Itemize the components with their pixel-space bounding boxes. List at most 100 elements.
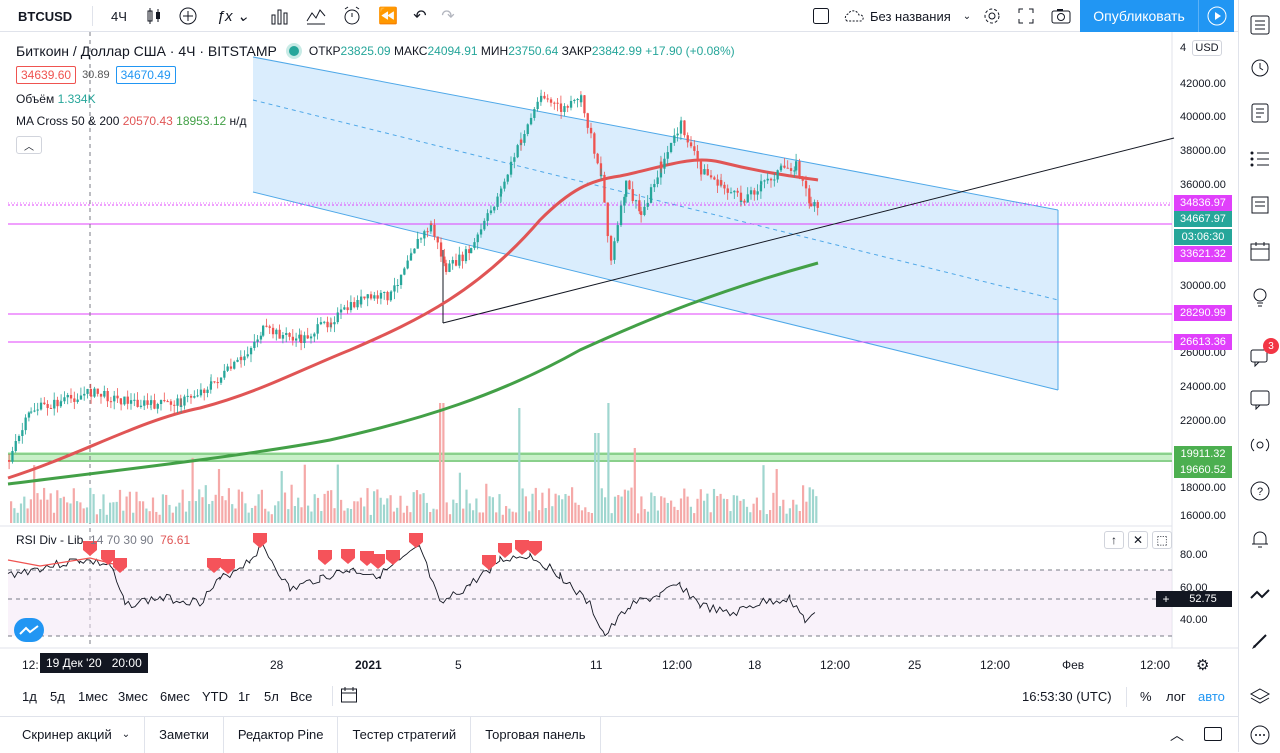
chevron-up-icon: ︿	[24, 141, 34, 153]
help-question-icon[interactable]: ?	[1247, 478, 1273, 504]
interval-button[interactable]: 4Ч	[111, 8, 127, 24]
pencil-drawing-icon[interactable]	[1247, 628, 1273, 654]
notifications-bell-icon[interactable]	[1247, 526, 1273, 552]
range-button[interactable]: 5д	[50, 689, 65, 704]
trend-chart-icon[interactable]	[1247, 582, 1273, 608]
watchlist-icon[interactable]	[1247, 12, 1273, 38]
undo-icon[interactable]: ↶	[413, 8, 427, 25]
range-button[interactable]: 1г	[238, 689, 250, 704]
support-zone	[8, 452, 1172, 462]
volume-bar	[439, 403, 442, 523]
streams-broadcast-icon[interactable]	[1247, 432, 1273, 458]
candle-body	[693, 146, 696, 151]
candle-body	[746, 194, 749, 203]
candle-body	[451, 260, 454, 264]
volume-legend[interactable]: Объём 1.334K	[16, 88, 735, 110]
volume-bar	[577, 504, 580, 523]
tab-notes[interactable]: Заметки	[145, 716, 224, 753]
candle-body	[336, 312, 339, 323]
chevron-up-icon[interactable]: ︿	[1170, 727, 1184, 743]
collapse-legend-button[interactable]: ︿	[16, 136, 42, 154]
rsi-legend[interactable]: RSI Div - Lib 14 70 30 90 76.61	[16, 533, 190, 547]
fullscreen-icon[interactable]	[1012, 0, 1040, 32]
layers-icon[interactable]	[1247, 684, 1273, 710]
tab-pine-editor[interactable]: Редактор Pine	[224, 716, 339, 753]
chat-icon[interactable]: 3	[1247, 338, 1279, 370]
candle-body	[443, 256, 446, 264]
hotlist-icon[interactable]	[1247, 146, 1273, 172]
ma-legend[interactable]: MA Cross 50 & 200 20570.43 18953.12 н/д	[16, 110, 735, 132]
candle-body	[723, 184, 726, 189]
rsi-divergence-marker	[498, 543, 512, 558]
candle-body	[186, 395, 189, 397]
snapshot-camera-icon[interactable]	[1046, 0, 1076, 32]
candle-body	[808, 188, 811, 204]
publish-button[interactable]: Опубликовать	[1080, 0, 1198, 32]
volume-bar	[49, 493, 52, 523]
auto-scale-button[interactable]: авто	[1198, 689, 1225, 704]
candle-body	[306, 335, 309, 339]
pane-up-button[interactable]: ↑	[1104, 531, 1124, 549]
ideas-lightbulb-icon[interactable]	[1247, 284, 1273, 310]
private-chat-icon[interactable]	[1247, 386, 1273, 412]
maximize-panel-icon[interactable]	[1204, 727, 1222, 741]
replay-icon[interactable]: ⏪	[378, 8, 398, 25]
chart-area[interactable]	[0, 32, 1238, 684]
candle-body	[326, 321, 329, 328]
tab-strategy-tester[interactable]: Тестер стратегий	[338, 716, 472, 753]
candle-body	[410, 253, 413, 256]
candle-body	[486, 213, 489, 221]
news-icon[interactable]	[1247, 192, 1273, 218]
range-button[interactable]: 3мес	[118, 689, 148, 704]
tab-trading-panel[interactable]: Торговая панель	[471, 716, 601, 753]
range-button[interactable]: YTD	[202, 689, 228, 704]
pane-close-button[interactable]: ✕	[1128, 531, 1148, 549]
chart-canvas[interactable]	[0, 32, 1238, 684]
candle-body	[249, 347, 253, 355]
candle-body	[406, 260, 409, 269]
more-options-icon[interactable]	[1247, 722, 1273, 748]
layout-name-menu[interactable]: Без названия ⌄	[842, 0, 972, 32]
volume-bar	[369, 514, 372, 523]
range-button[interactable]: 1д	[22, 689, 37, 704]
redo-icon[interactable]: ↷	[441, 8, 455, 25]
calendar-icon[interactable]	[1247, 238, 1273, 264]
symbol-search[interactable]: BTCUSD	[18, 8, 73, 24]
alert-icon[interactable]	[336, 0, 368, 32]
select-layout-icon[interactable]	[806, 0, 836, 32]
range-button[interactable]: 5л	[264, 689, 279, 704]
candle-body	[529, 117, 533, 125]
candle-body	[740, 200, 743, 203]
volume-bar	[181, 489, 184, 523]
chart-style-icon[interactable]	[138, 0, 170, 32]
buy-price-button[interactable]: 34670.49	[115, 66, 176, 84]
alarm-clock-icon[interactable]	[1247, 54, 1273, 80]
data-window-icon[interactable]	[1247, 100, 1273, 126]
candle-body	[106, 390, 109, 402]
currency-button[interactable]: USD	[1192, 40, 1222, 56]
pane-maximize-button[interactable]: ⬚	[1152, 531, 1172, 549]
candle-body	[506, 174, 509, 182]
clock-timezone[interactable]: 16:53:30 (UTC)	[1022, 689, 1112, 704]
volume-bar	[551, 506, 554, 523]
bottom-toolbar: 1д 5д 1мес 3мес 6мес YTD 1г 5л Все 16:53:30 (UTC…	[0, 684, 1238, 710]
log-scale-button[interactable]: лог	[1166, 689, 1186, 704]
templates-icon[interactable]	[300, 0, 332, 32]
sell-price-button[interactable]: 34639.60	[16, 66, 77, 84]
add-plus-icon[interactable]: +	[1156, 591, 1176, 607]
candle-body	[573, 99, 576, 101]
tab-stock-screener[interactable]: Скринер акций ⌄	[8, 716, 146, 753]
bar-chart-icon[interactable]	[264, 0, 296, 32]
range-button[interactable]: 1мес	[78, 689, 108, 704]
go-to-date-calendar-icon[interactable]	[340, 686, 358, 707]
axis-settings-gear-icon[interactable]: ⚙	[1196, 657, 1210, 674]
publish-dropdown-button[interactable]	[1198, 0, 1234, 32]
tradingview-logo-icon[interactable]	[14, 618, 44, 642]
compare-add-icon[interactable]	[172, 0, 204, 32]
range-button[interactable]: Все	[290, 689, 313, 704]
percent-scale-button[interactable]: %	[1140, 689, 1152, 704]
candle-body	[483, 220, 486, 230]
settings-gear-icon[interactable]	[978, 0, 1006, 32]
range-button[interactable]: 6мес	[160, 689, 190, 704]
indicators-icon[interactable]: ƒx ⌄	[216, 8, 250, 25]
